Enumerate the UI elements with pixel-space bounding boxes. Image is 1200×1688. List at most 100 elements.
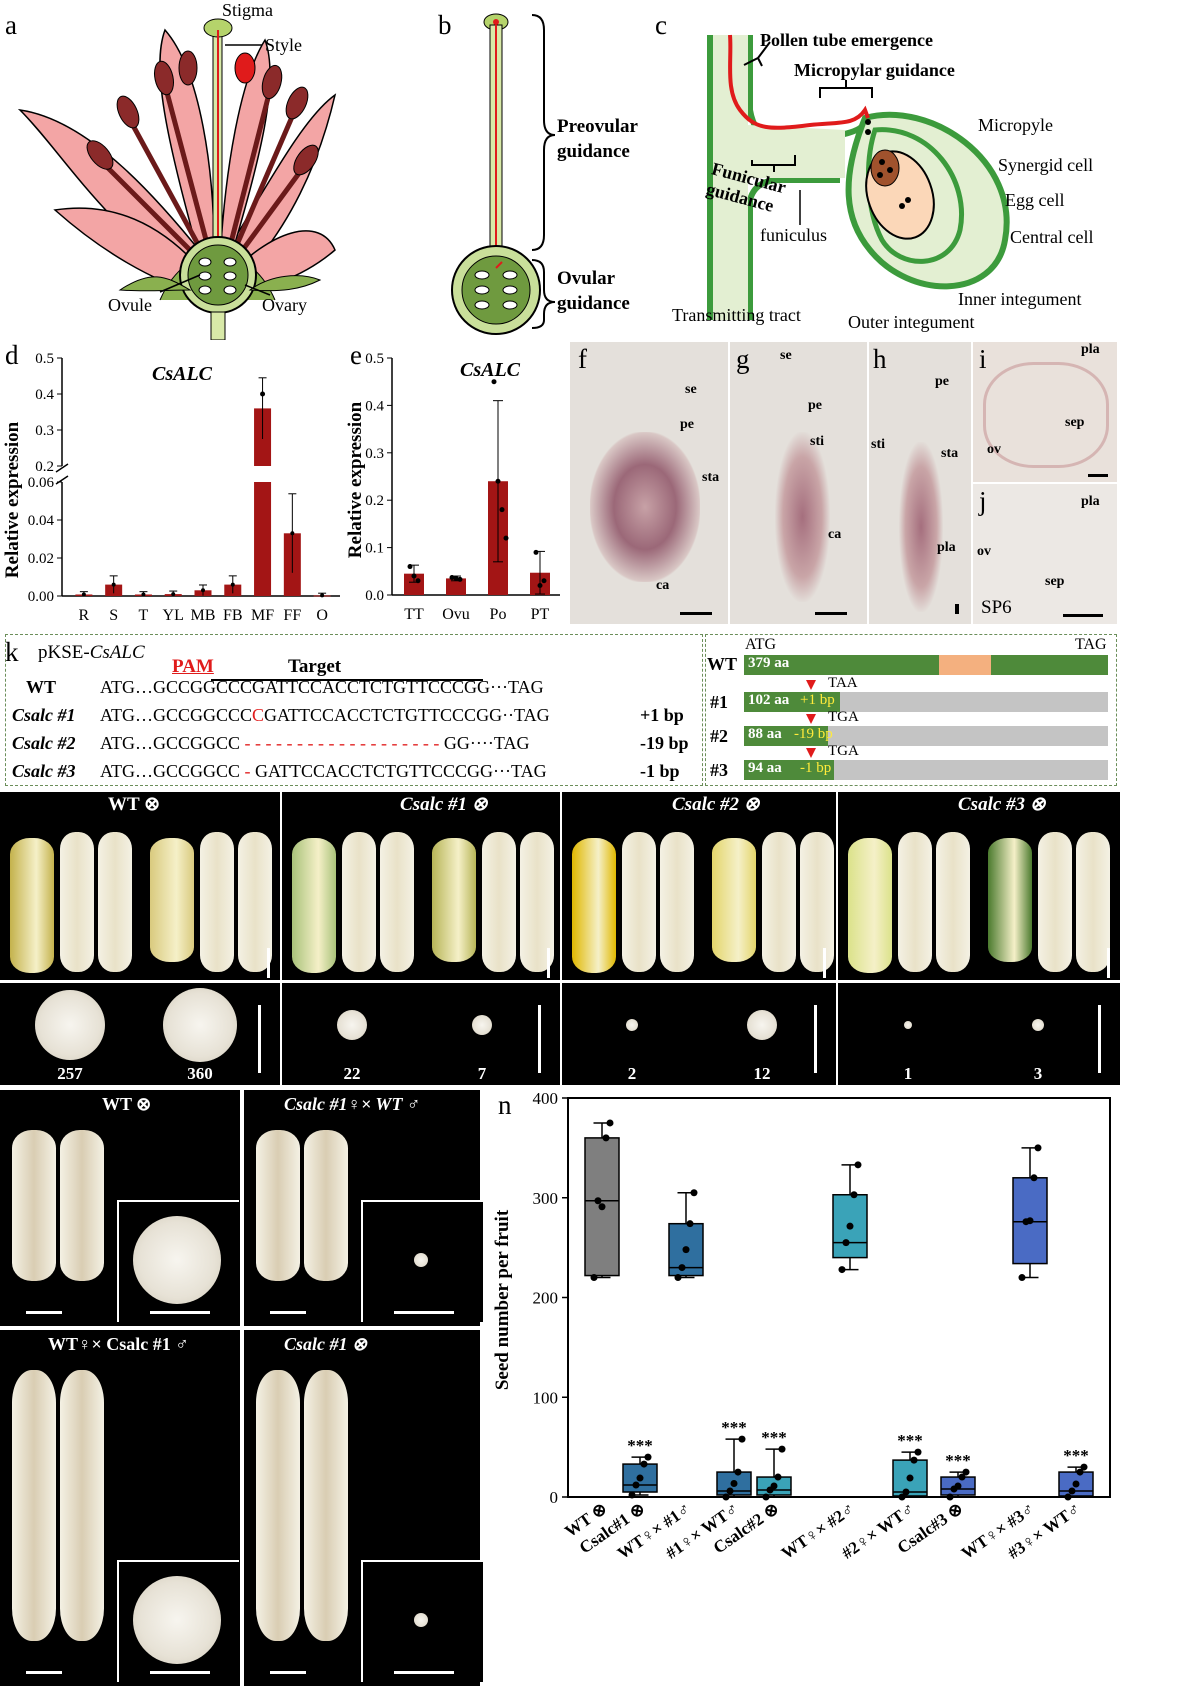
- y-tick-label: 0.4: [365, 398, 384, 414]
- panel-label-m: m: [5, 1090, 27, 1120]
- data-point: [598, 1203, 606, 1211]
- data-point: [594, 1197, 602, 1205]
- label-inner-integument: Inner integument: [958, 289, 1082, 309]
- data-point: [290, 531, 295, 536]
- micrograph-j: j pla ov sep SP6: [973, 484, 1117, 624]
- cross-panel-title: WT♀× Csalc #1 ♂: [48, 1334, 189, 1354]
- chart-e: 0.0 0.1 0.2 0.3 0.4 0.5 Relative expression CsA…: [345, 351, 560, 623]
- x-tick-label: PT: [531, 606, 550, 623]
- y-tick-label: 0.04: [28, 513, 55, 529]
- whole-fruit: [848, 838, 892, 973]
- label-sep: sep: [1045, 574, 1065, 589]
- seed-pile: [1032, 1019, 1044, 1031]
- indel-size: +1 bp: [640, 705, 684, 725]
- label-pe: pe: [935, 374, 949, 389]
- x-tick-label: MB: [191, 607, 216, 624]
- panel-label-j: j: [979, 486, 987, 516]
- label-ovule: Ovule: [108, 295, 152, 315]
- data-point: [730, 1480, 738, 1488]
- sequence-row: ATG…GCCGGCCCGATTCCACCTCTGTTCCCGG···TAG: [100, 677, 544, 697]
- whole-fruit: [432, 838, 476, 962]
- x-tick-label: Ovu: [442, 606, 470, 623]
- data-point: [457, 576, 463, 582]
- data-point: [962, 1468, 970, 1476]
- fruit-half: [304, 1370, 348, 1641]
- bar: [254, 482, 272, 596]
- data-point: [850, 1191, 858, 1199]
- y-tick-label: 0.3: [35, 423, 54, 439]
- whole-fruit: [150, 838, 194, 962]
- construct-name: pKSE-CsALC: [38, 642, 145, 663]
- data-point: [954, 1482, 962, 1490]
- data-point: [674, 1274, 682, 1282]
- axis-break-mark: [55, 463, 69, 473]
- data-point: [902, 1488, 910, 1496]
- data-point: [632, 1481, 640, 1489]
- label-ov: ov: [987, 442, 1001, 457]
- data-point: [503, 535, 509, 541]
- significance-mark: ***: [1063, 1446, 1089, 1465]
- fruit-half: [898, 832, 932, 972]
- stop-codon: TAA: [828, 675, 858, 691]
- data-point: [640, 1460, 648, 1468]
- indel-label: +1 bp: [800, 692, 835, 708]
- label-synergid: Synergid cell: [998, 155, 1094, 175]
- seed-pile: [414, 1253, 428, 1267]
- label-preovular-guidance: Preovular guidance: [557, 116, 638, 162]
- label-pla: pla: [1081, 342, 1100, 357]
- seed-count: 3: [1033, 1064, 1043, 1083]
- data-point: [111, 582, 116, 587]
- y-tick-label: 200: [533, 1289, 559, 1308]
- data-point: [533, 549, 539, 555]
- cut-site-arrow: [806, 748, 816, 758]
- data-point: [415, 578, 421, 584]
- cut-site-arrow: [806, 680, 816, 690]
- seed-pile: [472, 1015, 492, 1035]
- x-tick-label: YL: [163, 607, 184, 624]
- seed-pile: [133, 1216, 221, 1304]
- y-tick-label: 400: [533, 1090, 559, 1108]
- x-tick-label: MF: [251, 607, 274, 624]
- seed-pile: [747, 1010, 777, 1040]
- mutant-length: 94 aa: [748, 760, 782, 776]
- data-point: [726, 1487, 734, 1495]
- seed-pile: [163, 988, 237, 1062]
- scale-bar: [1098, 1005, 1101, 1073]
- y-tick-label: 0: [550, 1488, 559, 1507]
- x-tick-label: T: [139, 607, 149, 624]
- cross-panel-title: Csalc #1 ⊗: [284, 1334, 368, 1354]
- fruit-half: [238, 832, 272, 972]
- panel-label-a: a: [5, 10, 17, 40]
- wt-length: 379 aa: [748, 655, 790, 671]
- scale-bar: [815, 612, 847, 615]
- y-tick-label: 0.4: [35, 387, 54, 403]
- micrograph-g: g se pe sti ca: [730, 342, 867, 624]
- ovule-diagram: [707, 34, 1010, 320]
- x-tick-label: R: [79, 607, 90, 624]
- data-point: [1026, 1217, 1034, 1225]
- significance-mark: ***: [721, 1418, 747, 1437]
- fruit-half: [256, 1370, 300, 1641]
- pistil-diagram: [451, 13, 541, 335]
- micrograph-h: h pe sti sta pla: [869, 342, 971, 624]
- seed-count: 7: [477, 1064, 487, 1083]
- scale-bar: [538, 1005, 541, 1073]
- whole-fruit: [988, 838, 1032, 962]
- data-point: [910, 1456, 918, 1464]
- scale-bar: [547, 948, 550, 978]
- y-tick-label: 0.3: [365, 446, 384, 462]
- fruit-half: [304, 1130, 348, 1281]
- fruit-half: [622, 832, 656, 972]
- data-point: [230, 582, 235, 587]
- fruit-half: [12, 1370, 56, 1641]
- data-point: [541, 578, 547, 584]
- atg-label: ATG: [745, 636, 777, 653]
- fruit-half: [1038, 832, 1072, 972]
- fruit-half: [380, 832, 414, 972]
- y-axis-label: Relative expression: [345, 401, 366, 558]
- scale-bar: [814, 1005, 817, 1073]
- label-sep: sep: [1065, 415, 1085, 430]
- x-tick-label: FB: [223, 607, 243, 624]
- fruit-half: [98, 832, 132, 972]
- domain-box: [939, 655, 991, 675]
